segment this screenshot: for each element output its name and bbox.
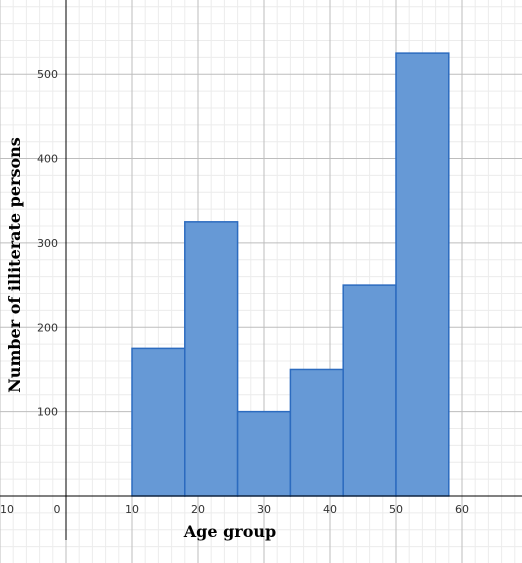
y-tick-label: 400 [37, 153, 58, 166]
axes [0, 0, 522, 540]
x-tick-label: 20 [191, 503, 205, 516]
bar [184, 221, 239, 497]
bar [395, 52, 450, 497]
x-tick-label: 60 [455, 503, 469, 516]
y-tick-label: 500 [37, 68, 58, 81]
x-axis-title: Age group [183, 522, 276, 541]
x-tick-label: 50 [389, 503, 403, 516]
x-tick-label: 10 [0, 503, 14, 516]
y-tick-label: 300 [37, 237, 58, 250]
y-axis-title: Number of illiterate persons [5, 137, 24, 393]
bar [289, 368, 344, 497]
x-tick-label: 0 [54, 503, 61, 516]
bar [236, 410, 292, 497]
bar [342, 284, 397, 497]
x-tick-label: 40 [323, 503, 337, 516]
y-tick-label: 100 [37, 406, 58, 419]
x-tick-label: 10 [125, 503, 139, 516]
x-tick-label: 30 [257, 503, 271, 516]
bars [131, 52, 450, 497]
y-tick-label: 200 [37, 321, 58, 334]
bar [131, 347, 186, 497]
